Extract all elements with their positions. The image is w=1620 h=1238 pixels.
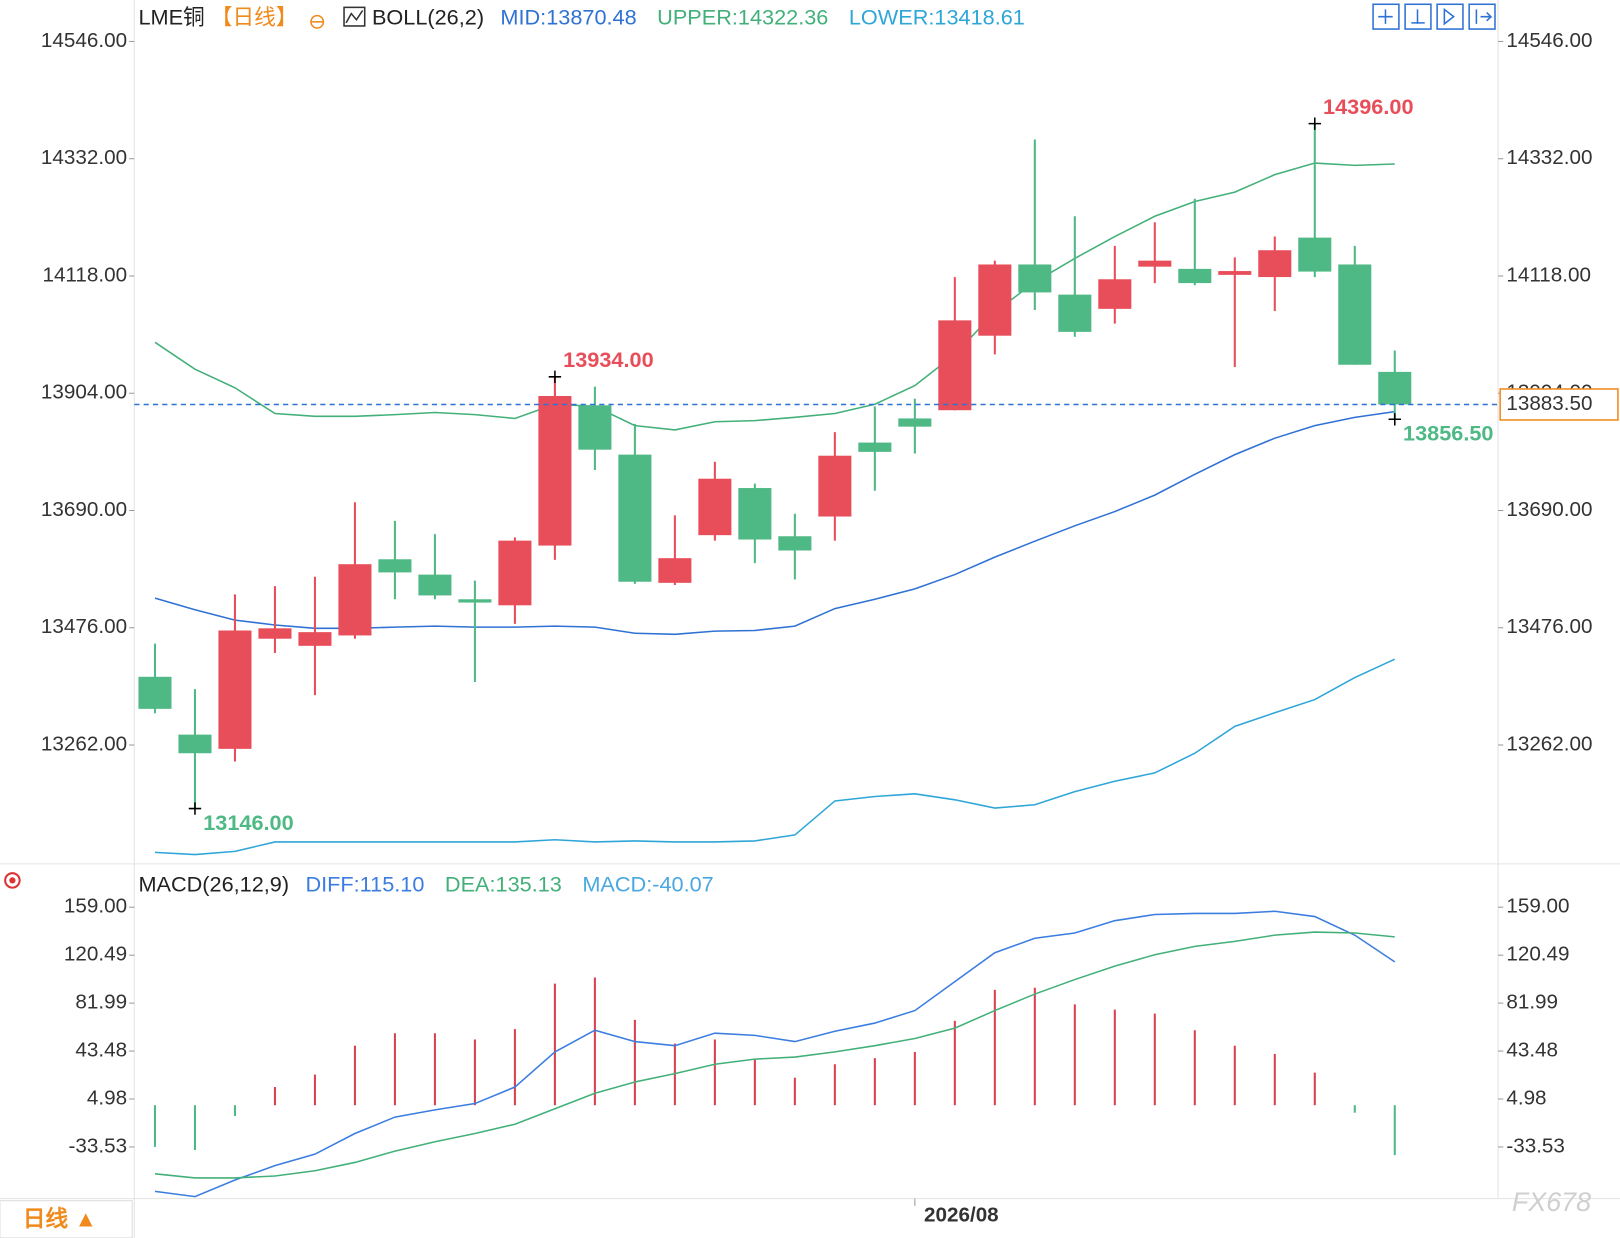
candle-body: [618, 454, 652, 582]
boll-header: BOLL(26,2) MID:13870.48 UPPER:14322.36 L…: [372, 4, 1025, 29]
extreme-marker: [1308, 117, 1321, 130]
y-tick-label: 13904.00: [41, 381, 127, 404]
candle-body: [938, 320, 972, 411]
y-tick-label-right: 14332.00: [1506, 146, 1592, 169]
extreme-marker: [1388, 413, 1401, 426]
last-price-label: 13883.50: [1506, 392, 1592, 415]
watermark: FX678: [1512, 1187, 1591, 1217]
candle-body: [858, 442, 892, 452]
y-tick-label: 13262.00: [41, 732, 127, 755]
y-tick-label-right: 14118.00: [1506, 263, 1591, 286]
y-tick-label: 159.00: [64, 895, 127, 918]
candle-body: [658, 558, 692, 583]
tool-button[interactable]: [1468, 3, 1496, 30]
legend-entry: UPPER:14322.36: [657, 4, 828, 29]
y-tick-label: 13690.00: [41, 498, 127, 521]
tool-button[interactable]: [1436, 3, 1464, 30]
legend-entry: DEA:135.13: [445, 871, 562, 896]
indicator-label: BOLL(26,2): [372, 4, 484, 29]
y-tick-label-right: 120.49: [1506, 943, 1569, 966]
candle-body: [138, 676, 172, 709]
period-label: 【日线】: [211, 4, 298, 29]
candle-body: [818, 455, 852, 517]
candle-body: [1098, 279, 1132, 309]
legend-entry: LOWER:13418.61: [849, 4, 1025, 29]
y-tick-label: 14546.00: [41, 29, 127, 52]
tool-button[interactable]: [1372, 3, 1400, 30]
toolbar: [1372, 3, 1496, 30]
instrument-title: LME铜: [138, 4, 204, 29]
candle-body: [178, 734, 212, 754]
indicator-line: [154, 162, 1395, 431]
legend-entry: MACD:-40.07: [582, 871, 713, 896]
macd-settings-dot: [9, 877, 16, 884]
y-tick-label: 120.49: [64, 943, 127, 966]
tool-button[interactable]: [1404, 3, 1432, 30]
candle-body: [258, 628, 292, 639]
candle-body: [218, 630, 252, 749]
candle-body: [1298, 237, 1332, 272]
candle-body: [1138, 260, 1172, 267]
y-tick-label: 4.98: [87, 1086, 127, 1109]
candle-body: [1018, 264, 1052, 293]
candle-body: [538, 395, 572, 546]
candle-body: [778, 536, 812, 551]
indicator-line: [154, 658, 1396, 856]
candle-body: [1338, 264, 1372, 365]
candle-body: [338, 564, 372, 636]
candle-body: [458, 599, 492, 603]
candle-body: [1218, 271, 1252, 275]
candle-body: [498, 540, 532, 606]
y-tick-label: 14332.00: [41, 146, 127, 169]
candle-body: [898, 418, 932, 427]
extreme-marker: [548, 370, 562, 384]
candle-body: [378, 559, 412, 573]
macd-header: MACD(26,12,9) DIFF:115.10 DEA:135.13 MAC…: [138, 871, 713, 896]
candle-body: [1058, 294, 1092, 332]
candle-body: [298, 632, 332, 646]
y-tick-label-right: 81.99: [1506, 991, 1558, 1014]
candle-body: [1178, 268, 1212, 284]
macd-settings-icon[interactable]: [4, 872, 21, 889]
candle-body: [738, 488, 772, 540]
y-tick-label: 43.48: [75, 1039, 127, 1062]
x-tick-label: 2026/08: [924, 1204, 999, 1227]
y-tick-label: 81.99: [75, 991, 127, 1014]
extreme-label: 13146.00: [203, 810, 293, 835]
indicator-icon[interactable]: [343, 6, 366, 27]
y-tick-label-right: 13476.00: [1506, 615, 1592, 638]
y-tick-label: 13476.00: [41, 615, 127, 638]
indicator-icon-line: [345, 10, 364, 24]
extreme-label: 14396.00: [1323, 94, 1413, 119]
legend-entry: MID:13870.48: [500, 4, 636, 29]
y-tick-label-right: 14546.00: [1506, 29, 1592, 52]
y-tick-label-right: -33.53: [1506, 1134, 1565, 1157]
y-tick-label-right: 13690.00: [1506, 498, 1592, 521]
y-tick-label-right: 4.98: [1506, 1086, 1546, 1109]
last-price-box: [1499, 388, 1619, 421]
candle-body: [1258, 250, 1292, 278]
candle-body: [698, 478, 732, 536]
y-tick-label: -33.53: [69, 1134, 128, 1157]
extreme-label: 13856.50: [1403, 421, 1493, 446]
y-tick-label-right: 13262.00: [1506, 732, 1592, 755]
candle-body: [578, 405, 612, 450]
y-tick-label-right: 43.48: [1506, 1039, 1558, 1062]
candle-body: [1378, 371, 1412, 405]
legend-entry: DIFF:115.10: [305, 871, 424, 896]
y-tick-label: 14118.00: [42, 263, 127, 286]
period-button-label[interactable]: 日线 ▲: [23, 1205, 97, 1231]
indicator-line: [154, 910, 1396, 1198]
header-text: LME铜 【日线】: [138, 4, 297, 29]
tool-glyphs: [1378, 7, 1493, 26]
macd-title: MACD(26,12,9): [138, 871, 289, 896]
y-tick-label-right: 159.00: [1506, 895, 1569, 918]
candle-body: [418, 574, 452, 596]
extreme-marker: [188, 802, 202, 815]
extreme-label: 13934.00: [563, 347, 653, 372]
indicator-line: [154, 931, 1395, 1179]
candle-body: [978, 264, 1012, 336]
